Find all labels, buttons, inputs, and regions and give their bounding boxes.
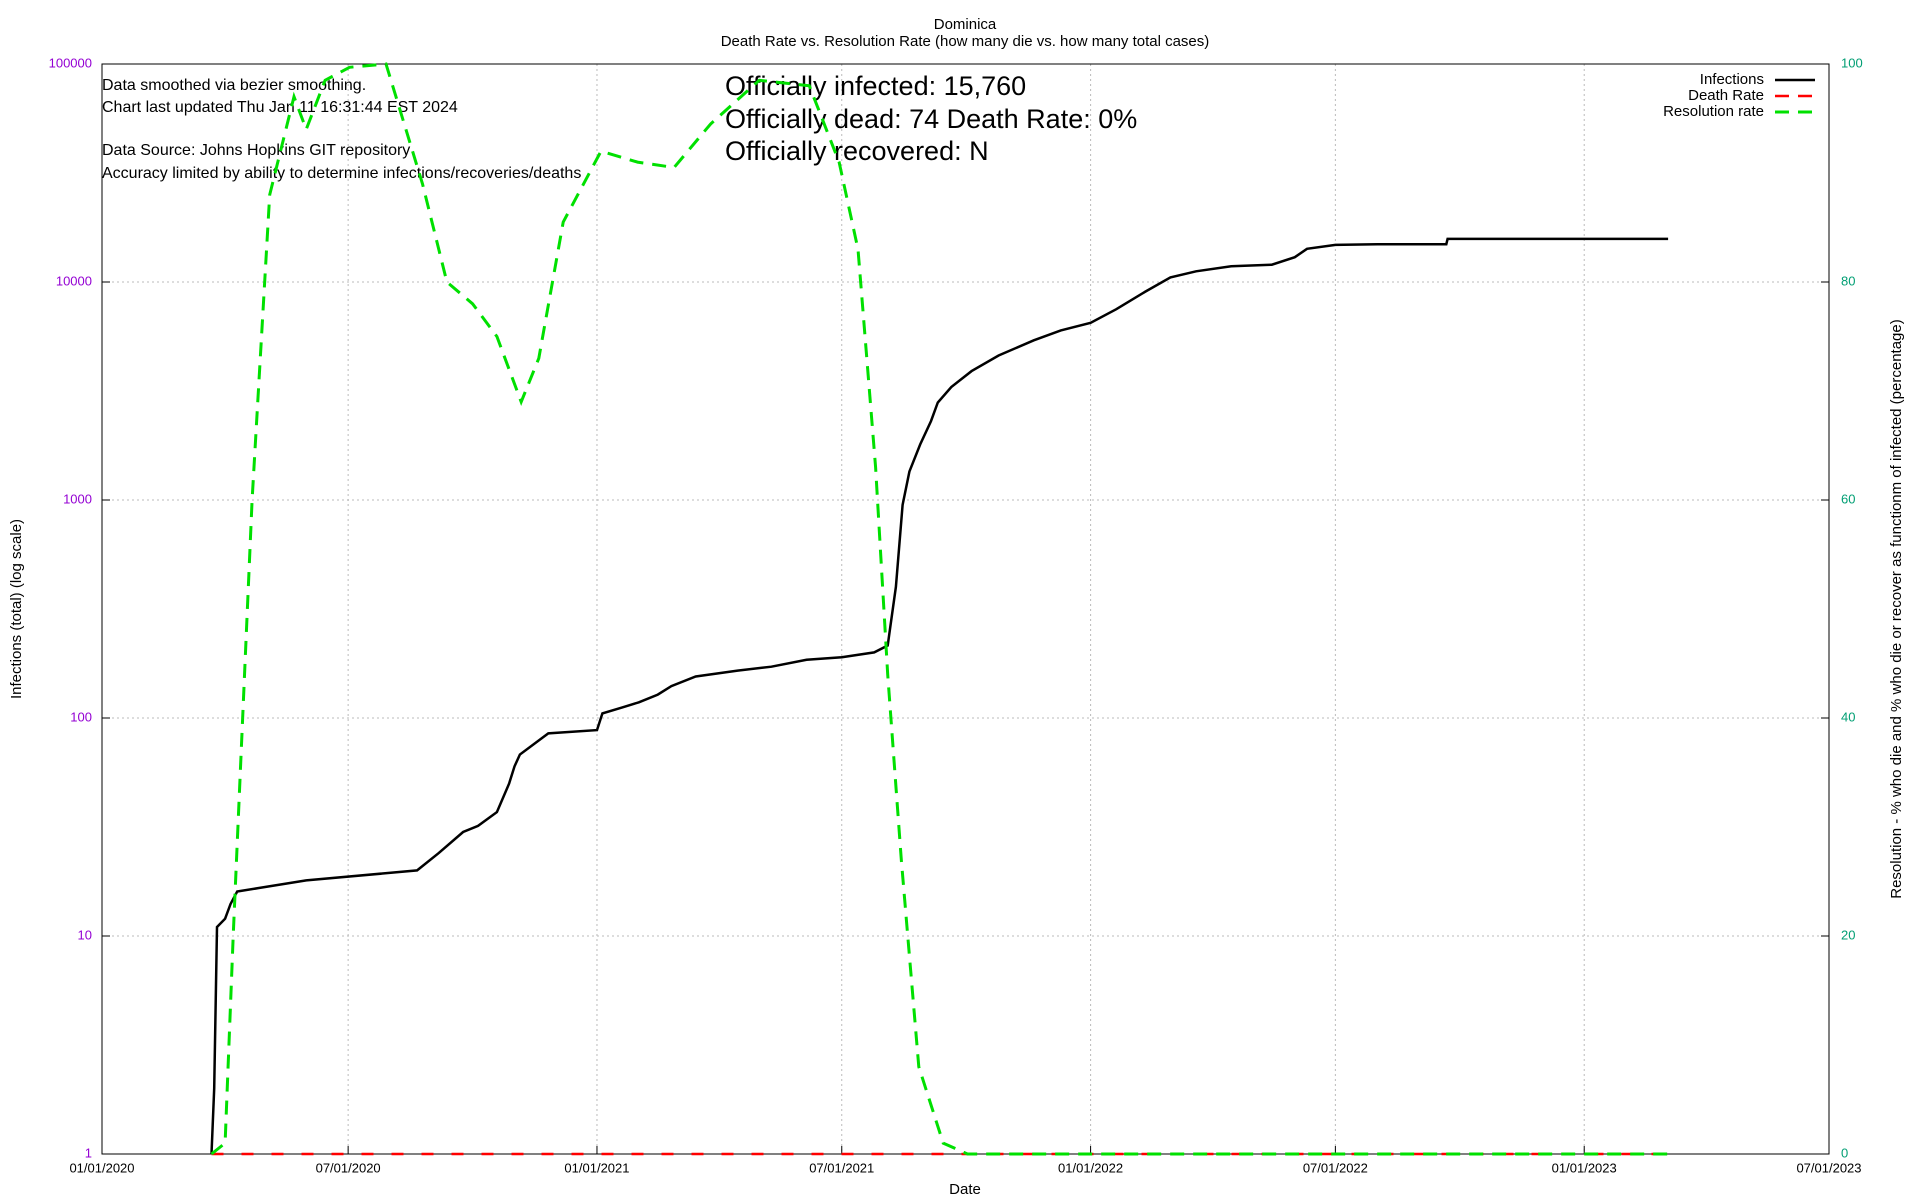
x-axis-label: Date xyxy=(949,1181,981,1198)
x-tick-label: 01/01/2022 xyxy=(1058,1160,1123,1175)
x-tick-label: 01/01/2020 xyxy=(69,1160,134,1175)
annotation: Data Source: Johns Hopkins GIT repositor… xyxy=(102,142,410,159)
x-tick-label: 01/01/2021 xyxy=(564,1160,629,1175)
y2-tick-label: 0 xyxy=(1841,1145,1848,1160)
chart-subtitle: Death Rate vs. Resolution Rate (how many… xyxy=(721,33,1210,50)
plot-frame xyxy=(101,63,1830,1155)
y2-tick-label: 80 xyxy=(1841,273,1855,288)
x-tick-label: 07/01/2022 xyxy=(1303,1160,1368,1175)
annotation: Data smoothed via bezier smoothing. xyxy=(102,77,366,94)
summary-text: Officially infected: 15,760 xyxy=(725,71,1026,101)
series-line xyxy=(210,237,1669,1155)
series-line xyxy=(210,62,1669,1156)
y-tick-label: 1000 xyxy=(63,491,92,506)
x-tick-label: 01/01/2023 xyxy=(1552,1160,1617,1175)
legend-label: Infections xyxy=(1700,71,1764,88)
chart-title: Dominica xyxy=(934,16,997,33)
summary-text: Officially recovered: N xyxy=(725,136,989,166)
y-tick-label: 100 xyxy=(70,709,92,724)
y2-tick-label: 40 xyxy=(1841,709,1855,724)
annotation: Accuracy limited by ability to determine… xyxy=(102,165,581,182)
y-tick-label: 100000 xyxy=(49,55,92,70)
legend-label: Death Rate xyxy=(1688,87,1764,104)
legend-label: Resolution rate xyxy=(1663,103,1764,120)
y-tick-label: 10000 xyxy=(56,273,92,288)
x-tick-label: 07/01/2021 xyxy=(809,1160,874,1175)
y-axis-label: Infections (total) (log scale) xyxy=(8,519,25,699)
y-tick-label: 10 xyxy=(78,927,92,942)
y2-tick-label: 60 xyxy=(1841,491,1855,506)
annotation: Chart last updated Thu Jan 11 16:31:44 E… xyxy=(102,99,458,116)
y2-axis-label: Resolution - % who die and % who die or … xyxy=(1888,319,1905,898)
y2-tick-label: 100 xyxy=(1841,55,1863,70)
x-tick-label: 07/01/2023 xyxy=(1796,1160,1861,1175)
y2-tick-label: 20 xyxy=(1841,927,1855,942)
summary-text: Officially dead: 74 Death Rate: 0% xyxy=(725,104,1137,134)
x-tick-label: 07/01/2020 xyxy=(316,1160,381,1175)
y-tick-label: 1 xyxy=(85,1145,92,1160)
